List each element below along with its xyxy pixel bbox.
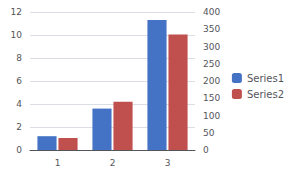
svg-text:100: 100: [203, 111, 220, 121]
svg-text:Series1: Series1: [247, 73, 284, 84]
svg-text:Series2: Series2: [247, 89, 284, 100]
svg-text:6: 6: [16, 76, 22, 86]
svg-text:2: 2: [16, 122, 22, 132]
svg-text:200: 200: [203, 76, 220, 86]
svg-text:350: 350: [203, 24, 220, 34]
svg-text:1: 1: [55, 158, 61, 168]
svg-text:8: 8: [16, 53, 22, 63]
svg-text:250: 250: [203, 59, 220, 69]
svg-text:0: 0: [203, 145, 209, 155]
svg-text:50: 50: [203, 128, 215, 138]
svg-text:3: 3: [165, 158, 171, 168]
svg-text:2: 2: [110, 158, 116, 168]
svg-text:10: 10: [11, 30, 23, 40]
svg-text:150: 150: [203, 93, 220, 103]
svg-text:400: 400: [203, 7, 220, 17]
svg-text:300: 300: [203, 42, 220, 52]
svg-text:12: 12: [11, 7, 22, 17]
svg-text:4: 4: [16, 99, 22, 109]
svg-text:0: 0: [16, 145, 22, 155]
